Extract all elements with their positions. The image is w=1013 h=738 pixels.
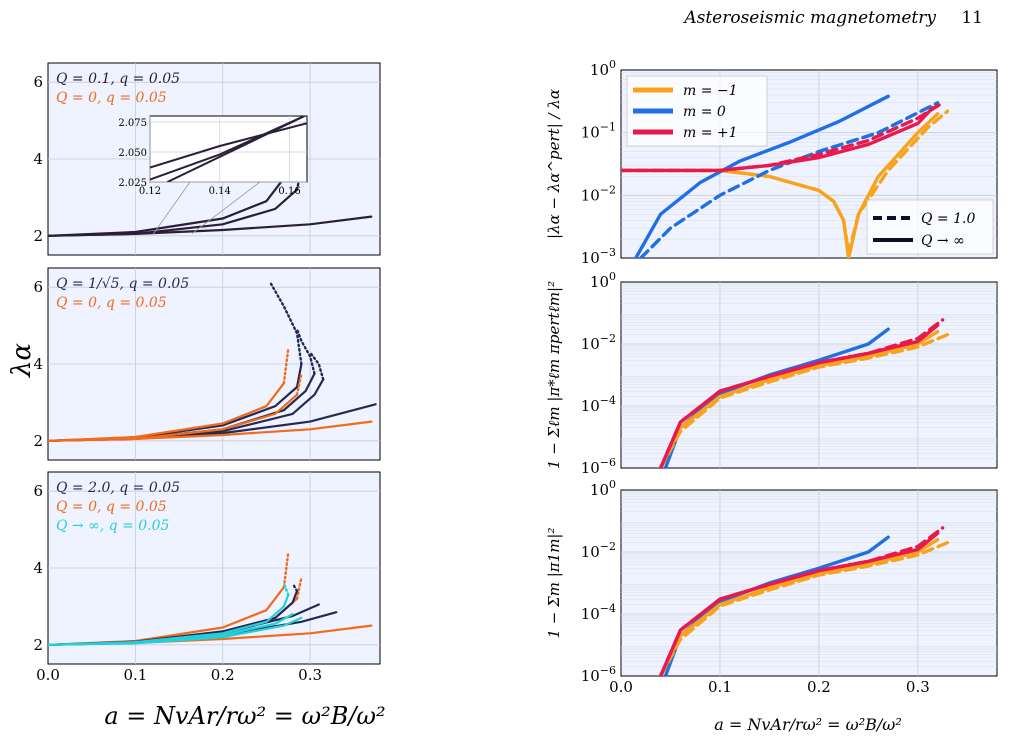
series-line-dotted (282, 551, 290, 589)
inset-x-tick: 0.16 (278, 186, 300, 197)
series-line (639, 101, 940, 258)
y-tick-label: 2 (33, 636, 43, 654)
legend-entry: m = +1 (683, 125, 738, 141)
y-tick-label: 10−2 (581, 540, 616, 561)
series-line (48, 616, 303, 646)
series-line (658, 541, 950, 676)
inset-chart: 0.12 0.14 0.16 2.025 2.050 2.075 (118, 115, 308, 197)
chart-right-mid: 100 10−2 10−4 10−6 1 − Σℓm |π*ℓm πpertℓm|² (545, 270, 998, 477)
inset-series (150, 122, 307, 169)
chart-left-top: 246 Q = 0.1, q = 0.05Q = 0, q = 0.050.12 0… (33, 62, 381, 256)
y-tick-label: 10−6 (581, 456, 616, 477)
y-tick-label: 10−2 (581, 183, 616, 204)
series-line-dotted (269, 282, 303, 366)
series-line (621, 109, 950, 254)
legend-entry: m = 0 (683, 104, 726, 120)
series-line (634, 94, 890, 258)
y-tick-label: 6 (33, 73, 43, 91)
x-tick-label: 0.1 (708, 678, 732, 696)
legend-entry: Q = 0, q = 0.05 (56, 499, 167, 515)
y-tick-label: 6 (33, 482, 43, 500)
y-tick-label: 10−4 (581, 602, 616, 623)
chart-left-bot: 0.0 0.1 0.2 0.3 2 4 6 Q = 2.0, q = 0.05 Q = 0, q… (33, 471, 381, 684)
series-line (658, 318, 945, 468)
right-xlabel: a = NvAr/rω² = ω²B/ω² (714, 715, 902, 734)
legend-entry: Q = 0.1, q = 0.05 (56, 71, 180, 87)
y-tick-label: 10−1 (581, 121, 616, 142)
y-tick-label: 10−3 (581, 246, 616, 267)
plot-area (620, 489, 998, 677)
y-tick-label: 10−4 (581, 394, 616, 415)
inset-connector (152, 181, 191, 235)
x-tick-label: 0.1 (123, 666, 147, 684)
x-tick-label: 0.3 (906, 678, 930, 696)
legend2-entry: Q = 1.0 (921, 211, 975, 227)
legend-entry: Q = 1/√5, q = 0.05 (56, 276, 189, 292)
y-tick-label: 100 (590, 58, 616, 79)
page-header: Asteroseismic magnetometry 11 (684, 8, 983, 28)
y-tick-label: 2 (33, 227, 43, 245)
series-line-dotted (282, 582, 290, 597)
y-tick-label: 2 (33, 432, 43, 450)
y-axis-label: 1 − Σℓm |π*ℓm πpertℓm|² (545, 281, 563, 469)
running-title: Asteroseismic magnetometry (684, 8, 936, 28)
x-tick-label: 0.0 (609, 678, 633, 696)
series-line-dotted (282, 347, 290, 385)
series-line (48, 382, 285, 442)
chart-right-top: 100 10−1 10−2 10−3 m = −1 m = 0 m = +1 Q = 1.0 Q… (545, 58, 998, 267)
legend-entry: Q = 0, q = 0.05 (56, 295, 167, 311)
x-tick-label: 0.2 (211, 666, 235, 684)
left-ylabel: λα (7, 343, 37, 378)
legend2-box (866, 199, 994, 255)
series-line-dotted (295, 576, 303, 600)
series-line (48, 215, 373, 237)
chart-right-bot: 0.0 0.1 0.2 0.3 100 10−2 10−4 10−6 1 − Σm |π1m|² (545, 478, 998, 696)
y-tick-label: 10−2 (581, 332, 616, 353)
legend-entry: Q → ∞, q = 0.05 (56, 518, 170, 534)
inset-x-tick: 0.12 (139, 186, 161, 197)
y-tick-label: 10−6 (581, 664, 616, 685)
plot-area (620, 281, 998, 469)
legend-entry: Q = 2.0, q = 0.05 (56, 480, 180, 496)
series-line (48, 420, 373, 442)
inset-y-tick: 2.025 (118, 178, 147, 189)
y-tick-label: 4 (33, 559, 43, 577)
page-number: 11 (961, 8, 983, 28)
x-tick-label: 0.2 (807, 678, 831, 696)
inset-x-tick: 0.14 (209, 186, 231, 197)
x-tick-label: 0.0 (36, 666, 60, 684)
y-tick-label: 6 (33, 278, 43, 296)
legend-entry: m = −1 (683, 83, 738, 99)
y-tick-label: 4 (33, 150, 43, 168)
y-tick-label: 100 (590, 270, 616, 291)
legend-entry: Q = 0, q = 0.05 (56, 90, 167, 106)
series-line (621, 101, 945, 173)
series-line-dotted (295, 328, 316, 375)
left-xlabel: a = NvAr/rω² = ω²B/ω² (104, 702, 385, 730)
inset-connector (191, 181, 261, 234)
y-axis-label: 1 − Σm |π1m|² (545, 528, 563, 639)
series-line (658, 330, 940, 468)
y-axis-label: |λα − λα^pert| / λα (545, 89, 563, 239)
chart-left-mid: 2 4 6 Q = 1/√5, q = 0.05 Q = 0, q = 0.05 (33, 267, 381, 461)
series-line-dotted (291, 582, 299, 593)
series-line (48, 177, 285, 237)
y-tick-label: 4 (33, 355, 43, 373)
legend2-entry: Q → ∞ (921, 233, 965, 249)
inset-series (166, 116, 307, 182)
series-line-dotted (295, 372, 303, 396)
x-tick-label: 0.3 (298, 666, 322, 684)
inset-y-tick: 2.075 (118, 118, 147, 129)
series-line (658, 333, 950, 468)
series-line (658, 526, 945, 676)
inset-y-tick: 2.050 (118, 148, 147, 159)
series-line-dotted (308, 351, 325, 381)
series-line (658, 538, 940, 676)
y-tick-label: 100 (590, 478, 616, 499)
